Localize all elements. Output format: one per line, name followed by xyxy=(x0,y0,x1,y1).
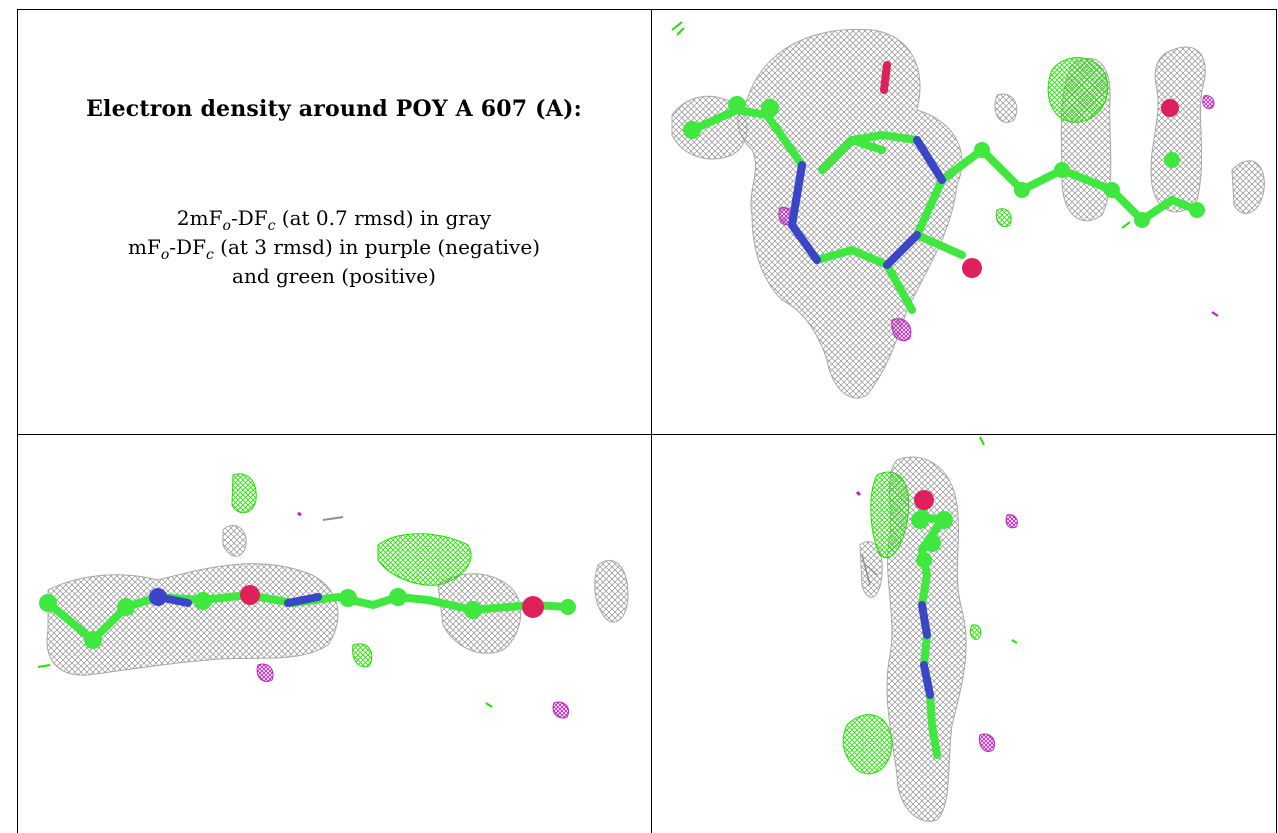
ligand-model xyxy=(911,490,953,759)
table-divider-vertical xyxy=(651,9,652,833)
positive-density-mesh xyxy=(870,471,910,558)
legend-cell: Electron density around POY A 607 (A): 2… xyxy=(18,10,651,434)
positive-density-mesh xyxy=(1047,57,1109,123)
view-bottom-left xyxy=(18,435,651,833)
ligand-model xyxy=(39,585,576,649)
view-bottom-right xyxy=(652,435,1276,833)
table-border-top xyxy=(17,9,1277,10)
legend-description: 2mFo-DFc (at 0.7 rmsd) in gray mFo-DFc (… xyxy=(18,204,650,291)
gray-density-mesh xyxy=(46,563,339,676)
negative-density-mesh xyxy=(978,733,995,752)
legend-line-fofc: mFo-DFc (at 3 rmsd) in purple (negative) xyxy=(128,235,540,263)
negative-density-mesh xyxy=(256,663,274,682)
density-image-side-on xyxy=(842,436,1018,822)
legend-title: Electron density around POY A 607 (A): xyxy=(86,96,582,122)
density-image-edge-on xyxy=(37,473,629,719)
legend-line-2fofc: 2mFo-DFc (at 0.7 rmsd) in gray xyxy=(176,206,492,234)
ligand-model xyxy=(683,61,1205,314)
positive-density-mesh xyxy=(377,533,472,586)
table-border-left xyxy=(17,9,18,833)
table-border-right xyxy=(1276,9,1277,833)
legend-line-colors: and green (positive) xyxy=(232,264,436,288)
negative-density-mesh xyxy=(891,318,912,342)
table-divider-horizontal xyxy=(17,434,1277,435)
density-image-face-on xyxy=(671,21,1265,399)
view-top-right xyxy=(652,10,1276,434)
